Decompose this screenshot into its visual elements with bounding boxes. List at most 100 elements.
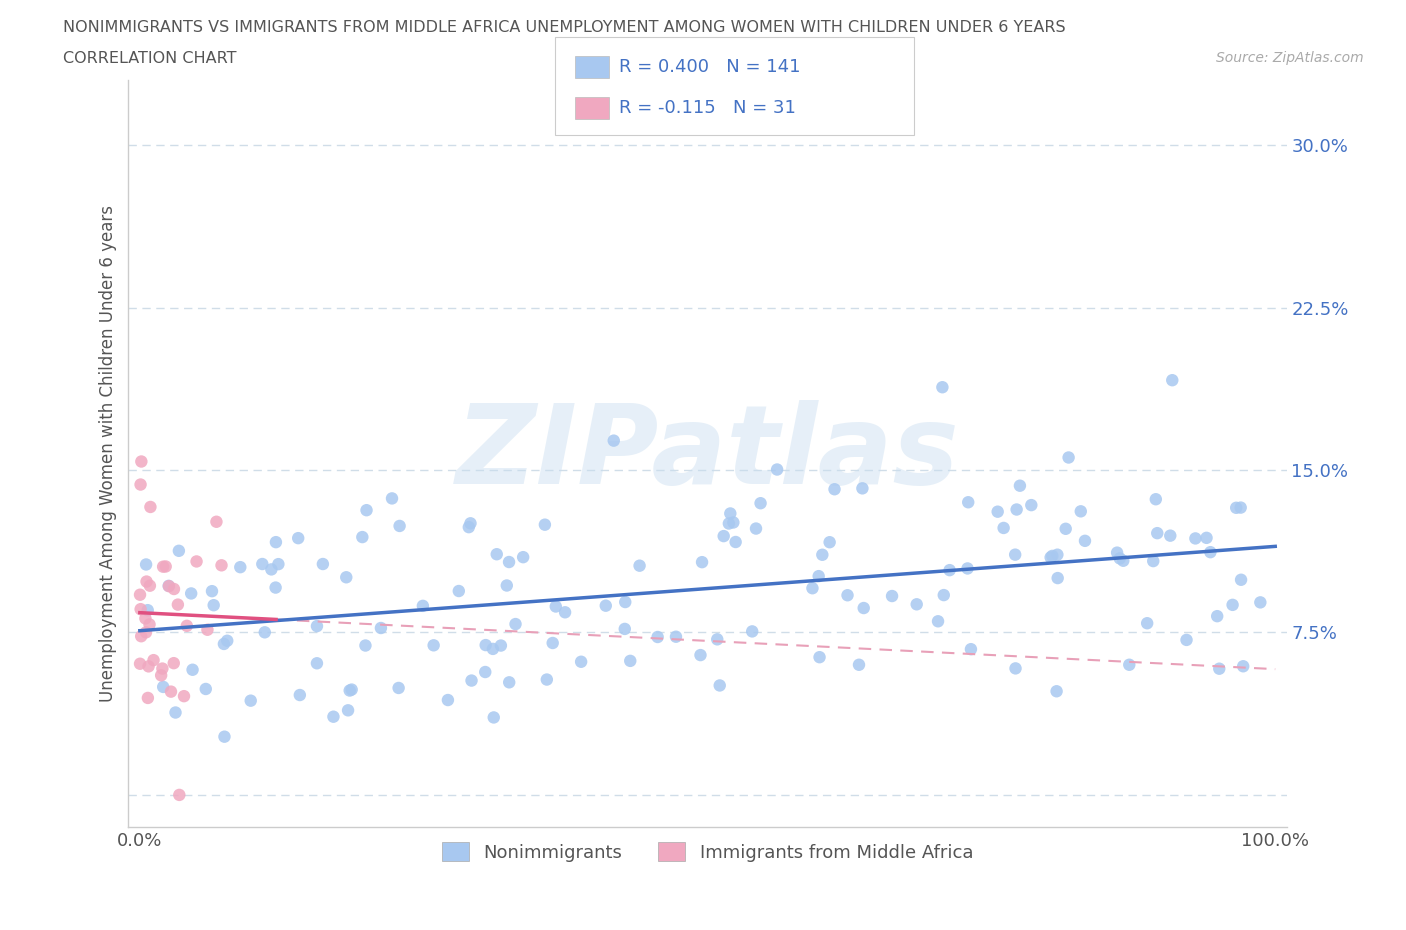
Point xyxy=(1225,500,1247,515)
Point xyxy=(613,621,636,636)
Point xyxy=(169,788,191,803)
Point xyxy=(1159,528,1181,543)
Point xyxy=(422,638,444,653)
Point xyxy=(614,594,637,609)
Point xyxy=(505,617,527,631)
Point xyxy=(495,578,517,593)
Point xyxy=(1249,595,1271,610)
Point xyxy=(1045,684,1067,698)
Point xyxy=(689,647,711,662)
Point xyxy=(131,454,153,469)
Point xyxy=(1206,609,1229,624)
Point xyxy=(1054,522,1077,537)
Point xyxy=(165,705,187,720)
Point xyxy=(1039,550,1062,565)
Point xyxy=(706,631,728,646)
Point xyxy=(160,684,183,699)
Point xyxy=(766,462,789,477)
Point xyxy=(960,642,983,657)
Point xyxy=(848,658,870,672)
Point xyxy=(690,554,713,569)
Point xyxy=(253,625,276,640)
Point xyxy=(544,599,567,614)
Point xyxy=(485,547,508,562)
Point xyxy=(157,578,180,593)
Point xyxy=(340,682,363,697)
Point xyxy=(194,682,217,697)
Point xyxy=(1175,632,1198,647)
Point xyxy=(129,629,152,644)
Point xyxy=(723,515,745,530)
Point xyxy=(811,548,834,563)
Text: R = 0.400   N = 141: R = 0.400 N = 141 xyxy=(619,58,800,76)
Point xyxy=(1005,502,1028,517)
Point xyxy=(129,657,152,671)
Point xyxy=(512,550,534,565)
Point xyxy=(267,557,290,572)
Point xyxy=(135,625,157,640)
Point xyxy=(129,602,152,617)
Point xyxy=(312,556,335,571)
Point xyxy=(181,662,204,677)
Text: ZIPatlas: ZIPatlas xyxy=(456,400,959,507)
Legend: Nonimmigrants, Immigrants from Middle Africa: Nonimmigrants, Immigrants from Middle Af… xyxy=(433,833,983,870)
Point xyxy=(139,578,162,593)
Point xyxy=(212,636,235,651)
Point xyxy=(173,689,195,704)
Point xyxy=(135,557,157,572)
Point xyxy=(381,491,404,506)
Point xyxy=(136,603,159,618)
Point xyxy=(741,624,763,639)
Point xyxy=(138,659,160,674)
Point xyxy=(457,520,479,535)
Point xyxy=(713,528,735,543)
Point xyxy=(337,703,360,718)
Point xyxy=(1136,616,1159,631)
Point xyxy=(229,560,252,575)
Point xyxy=(136,690,159,705)
Point xyxy=(305,656,328,671)
Point xyxy=(852,601,875,616)
Point xyxy=(155,559,177,574)
Point xyxy=(205,514,228,529)
Point xyxy=(851,481,873,496)
Point xyxy=(288,687,311,702)
Point xyxy=(536,672,558,687)
Point xyxy=(186,554,208,569)
Point xyxy=(1184,531,1206,546)
Point xyxy=(474,665,496,680)
Point xyxy=(152,559,174,574)
Point xyxy=(647,630,669,644)
Text: NONIMMIGRANTS VS IMMIGRANTS FROM MIDDLE AFRICA UNEMPLOYMENT AMONG WOMEN WITH CHI: NONIMMIGRANTS VS IMMIGRANTS FROM MIDDLE … xyxy=(63,20,1066,35)
Point xyxy=(474,638,496,653)
Point xyxy=(534,517,557,532)
Point xyxy=(211,558,233,573)
Point xyxy=(129,587,152,602)
Point xyxy=(1004,547,1026,562)
Point xyxy=(1229,500,1251,515)
Point xyxy=(801,580,824,595)
Point xyxy=(1008,478,1031,493)
Point xyxy=(1222,597,1244,612)
Point xyxy=(447,584,470,599)
Point xyxy=(1004,661,1026,676)
Point xyxy=(163,656,186,671)
Point xyxy=(1057,450,1080,465)
Point xyxy=(498,675,520,690)
Point xyxy=(339,684,361,698)
Point xyxy=(724,535,747,550)
Point xyxy=(905,597,928,612)
Point xyxy=(460,673,482,688)
Point xyxy=(287,531,309,546)
Y-axis label: Unemployment Among Women with Children Under 6 years: Unemployment Among Women with Children U… xyxy=(100,206,117,702)
Point xyxy=(595,598,617,613)
Point xyxy=(167,543,190,558)
Point xyxy=(150,668,173,683)
Point xyxy=(1144,492,1167,507)
Point xyxy=(1040,549,1063,564)
Point xyxy=(1112,553,1135,568)
Point xyxy=(745,521,768,536)
Point xyxy=(1070,504,1092,519)
Point xyxy=(152,680,174,695)
Point xyxy=(354,638,377,653)
